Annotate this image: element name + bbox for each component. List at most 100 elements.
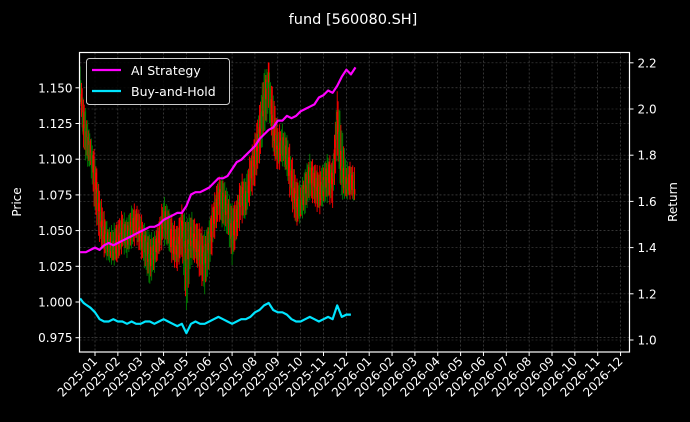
candle-body bbox=[302, 185, 305, 205]
candle-body bbox=[127, 225, 129, 245]
candle-body bbox=[94, 166, 96, 183]
candle-body bbox=[91, 154, 94, 169]
candle-body bbox=[212, 212, 214, 232]
y-right-tick-label: 1.8 bbox=[638, 149, 657, 163]
candle-body bbox=[82, 112, 84, 132]
candle-body bbox=[319, 192, 321, 195]
candle-body bbox=[313, 172, 316, 187]
candle-body bbox=[247, 174, 250, 193]
candle-body bbox=[310, 167, 313, 183]
candle-body bbox=[234, 212, 237, 232]
candle-body bbox=[281, 144, 284, 146]
candle-body bbox=[217, 186, 220, 207]
candle-body bbox=[149, 255, 151, 265]
candle-body bbox=[110, 247, 113, 252]
candle-body bbox=[200, 245, 202, 265]
candle-body bbox=[93, 167, 95, 171]
candle-body bbox=[338, 131, 340, 149]
candle-body bbox=[101, 220, 104, 237]
y-axis-left-label: Price bbox=[10, 187, 24, 216]
candle-body bbox=[259, 116, 262, 132]
candle-body bbox=[125, 231, 127, 243]
candle-body bbox=[102, 226, 105, 243]
candle-body bbox=[179, 226, 181, 242]
candle-body bbox=[99, 212, 102, 232]
candle-body bbox=[345, 176, 348, 197]
candle-body bbox=[160, 224, 163, 226]
candle-body bbox=[307, 172, 309, 189]
candle-body bbox=[182, 230, 185, 247]
candle-body bbox=[204, 244, 207, 264]
candle-body bbox=[316, 187, 318, 191]
candle-body bbox=[108, 242, 111, 252]
candle-body bbox=[228, 218, 231, 224]
candle-body bbox=[211, 223, 213, 226]
candle-body bbox=[297, 196, 299, 212]
candle-body bbox=[235, 209, 238, 222]
candle-body bbox=[233, 221, 235, 236]
candle-body bbox=[213, 209, 216, 214]
candle-body bbox=[236, 206, 239, 217]
candle-body bbox=[140, 235, 143, 242]
candle-body bbox=[266, 72, 269, 89]
candle-body bbox=[221, 198, 223, 204]
candle-body bbox=[352, 180, 355, 201]
candle-body bbox=[84, 128, 86, 147]
candle-body bbox=[268, 83, 271, 88]
candle-body bbox=[285, 145, 287, 165]
candle-body bbox=[292, 180, 295, 201]
candle-body bbox=[207, 231, 210, 251]
candle-body bbox=[251, 166, 254, 169]
candle-body bbox=[223, 196, 225, 213]
candle-body bbox=[308, 167, 310, 184]
candle-body bbox=[330, 172, 333, 185]
y-left-tick-label: 0.975 bbox=[38, 331, 72, 345]
candle-body bbox=[147, 242, 149, 263]
candle-body bbox=[283, 145, 285, 158]
candle-body bbox=[81, 104, 84, 116]
candle-body bbox=[186, 251, 189, 260]
candle-body bbox=[97, 203, 100, 212]
candle-body bbox=[326, 175, 328, 177]
candle-body bbox=[132, 217, 135, 236]
candle-body bbox=[146, 247, 148, 255]
candle-body bbox=[218, 192, 221, 200]
candle-body bbox=[303, 188, 306, 197]
candle-body bbox=[201, 254, 203, 256]
y-left-tick-label: 1.050 bbox=[38, 224, 72, 238]
candle-body bbox=[203, 258, 206, 260]
candle-body bbox=[151, 247, 154, 265]
candle-body bbox=[190, 226, 192, 247]
candle-body bbox=[231, 236, 233, 240]
candle-body bbox=[216, 191, 219, 206]
candle-body bbox=[264, 93, 266, 101]
candle-body bbox=[103, 235, 105, 240]
candle-body bbox=[165, 220, 168, 232]
candle-body bbox=[184, 240, 187, 261]
candle-body bbox=[95, 172, 97, 190]
candle-body bbox=[191, 237, 193, 241]
candle-body bbox=[188, 244, 190, 250]
candle-body bbox=[156, 237, 158, 248]
candle-body bbox=[263, 95, 265, 111]
candle-body bbox=[229, 219, 232, 236]
candle-body bbox=[226, 205, 229, 214]
candle-body bbox=[135, 214, 137, 231]
candle-body bbox=[329, 175, 331, 177]
candle-body bbox=[258, 126, 261, 134]
candle-body bbox=[319, 181, 322, 200]
candle-body bbox=[223, 202, 226, 209]
candle-body bbox=[123, 233, 126, 235]
candle-body bbox=[159, 227, 161, 239]
candle-body bbox=[136, 223, 138, 229]
candle-body bbox=[262, 96, 264, 117]
candle-body bbox=[341, 174, 344, 180]
series-line-ai-strategy bbox=[80, 66, 357, 254]
candle-body bbox=[335, 121, 338, 140]
candle-body bbox=[340, 166, 343, 183]
y-axis-right-ticks: 1.0 1.2 1.4 1.6 1.8 2.0 2.2 bbox=[629, 56, 657, 348]
candle-body bbox=[168, 229, 170, 239]
candle-body bbox=[181, 220, 183, 226]
y-left-tick-label: 1.100 bbox=[38, 153, 72, 167]
candle-body bbox=[150, 254, 153, 259]
